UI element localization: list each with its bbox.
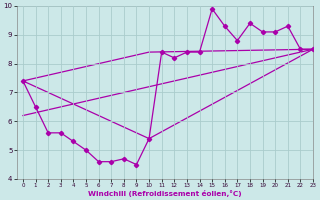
X-axis label: Windchill (Refroidissement éolien,°C): Windchill (Refroidissement éolien,°C) bbox=[88, 190, 242, 197]
